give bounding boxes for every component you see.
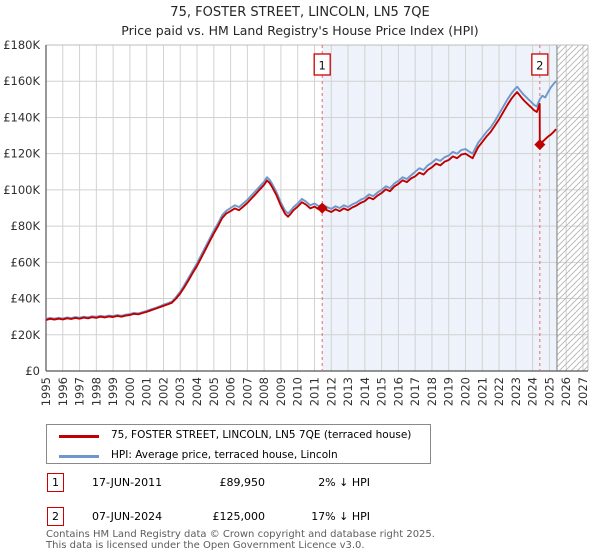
x-tick-label: 2022 <box>492 377 506 406</box>
sale-marker-number: 2 <box>536 59 543 73</box>
sale-2-hpi-delta: 17% ↓ HPI <box>311 510 370 523</box>
x-tick-label: 2010 <box>291 377 305 406</box>
y-tick-label: £60K <box>11 255 41 269</box>
x-tick-label: 2016 <box>391 377 405 406</box>
page-subtitle: Price paid vs. HM Land Registry's House … <box>121 23 479 38</box>
x-tick-label: 1998 <box>89 377 103 406</box>
license-footer: Contains HM Land Registry data © Crown c… <box>46 529 435 551</box>
legend-label-property: 75, FOSTER STREET, LINCOLN, LN5 7QE (ter… <box>111 429 412 441</box>
hpi-line-swatch <box>59 455 99 458</box>
x-tick-label: 2015 <box>375 377 389 406</box>
sale-1-price: £89,950 <box>219 476 266 489</box>
x-tick-label: 2005 <box>207 377 221 406</box>
x-tick-label: 1996 <box>56 377 70 406</box>
y-tick-label: £180K <box>3 38 40 52</box>
sale-annotation-1: 1 17-JUN-2011 £89,950 2% ↓ HPI <box>0 473 600 493</box>
y-tick-label: £80K <box>11 219 41 233</box>
x-tick-label: 2023 <box>509 377 523 406</box>
x-tick-label: 2026 <box>559 377 573 406</box>
sale-marker-box <box>313 53 331 76</box>
x-tick-label: 1995 <box>39 377 53 406</box>
y-tick-label: £140K <box>3 110 40 124</box>
legend: 75, FOSTER STREET, LINCOLN, LN5 7QE (ter… <box>46 424 431 464</box>
x-tick-label: 2009 <box>274 377 288 406</box>
sale-annotation-2: 2 07-JUN-2024 £125,000 17% ↓ HPI <box>0 507 600 527</box>
x-tick-label: 2008 <box>257 377 271 406</box>
x-tick-label: 2027 <box>576 377 590 406</box>
y-tick-label: £20K <box>11 328 41 342</box>
x-tick-label: 2000 <box>123 377 137 406</box>
sale-marker-diamond <box>534 139 546 151</box>
property-line-swatch <box>59 435 99 438</box>
y-tick-label: £0 <box>25 364 40 378</box>
x-tick-label: 2025 <box>542 377 556 406</box>
sale-marker-box <box>531 53 549 76</box>
y-tick-label: £40K <box>11 292 41 306</box>
sale-marker-diamond <box>316 202 328 214</box>
sale-2-date: 07-JUN-2024 <box>92 510 163 523</box>
x-tick-label: 2003 <box>173 377 187 406</box>
x-tick-label: 2024 <box>526 377 540 406</box>
x-tick-label: 2004 <box>190 377 204 406</box>
x-tick-label: 1997 <box>73 377 87 406</box>
sale-marker-number: 1 <box>319 59 326 73</box>
y-tick-label: £120K <box>3 147 40 161</box>
x-tick-label: 2019 <box>442 377 456 406</box>
x-tick-label: 2006 <box>224 377 238 406</box>
sale-1-number-badge: 1 <box>47 473 64 492</box>
x-tick-label: 2014 <box>358 377 372 406</box>
x-tick-label: 2011 <box>307 377 321 406</box>
footer-line-1: Contains HM Land Registry data © Crown c… <box>46 529 435 540</box>
legend-item-property: 75, FOSTER STREET, LINCOLN, LN5 7QE (ter… <box>47 428 430 445</box>
x-tick-label: 2001 <box>140 377 154 406</box>
x-tick-label: 2020 <box>459 377 473 406</box>
x-tick-label: 2012 <box>324 377 338 406</box>
price-history-chart: £0 £20K £40K £60K £80K £100K £120K £140K £160K £1… <box>3 38 590 406</box>
legend-label-hpi: HPI: Average price, terraced house, Linc… <box>111 449 338 461</box>
future-hatch-region <box>556 45 588 371</box>
sale-1-date: 17-JUN-2011 <box>92 476 163 489</box>
property-line <box>45 91 557 321</box>
x-tick-label: 2002 <box>156 377 170 406</box>
sale-1-hpi-delta: 2% ↓ HPI <box>318 476 370 489</box>
y-tick-label: £160K <box>3 74 40 88</box>
x-tick-label: 2017 <box>408 377 422 406</box>
sale-2-price: £125,000 <box>212 510 266 523</box>
page-title: 75, FOSTER STREET, LINCOLN, LN5 7QE <box>170 5 430 20</box>
sale-2-number-badge: 2 <box>47 507 64 526</box>
x-tick-label: 1999 <box>106 377 120 406</box>
footer-line-2: This data is licensed under the Open Gov… <box>46 539 365 551</box>
y-tick-label: £100K <box>3 183 40 197</box>
hpi-shaded-region <box>322 45 557 371</box>
x-tick-label: 2013 <box>341 377 355 406</box>
x-tick-label: 2021 <box>475 377 489 406</box>
legend-item-hpi: HPI: Average price, terraced house, Linc… <box>47 448 430 465</box>
x-tick-label: 2007 <box>240 377 254 406</box>
x-tick-label: 2018 <box>425 377 439 406</box>
